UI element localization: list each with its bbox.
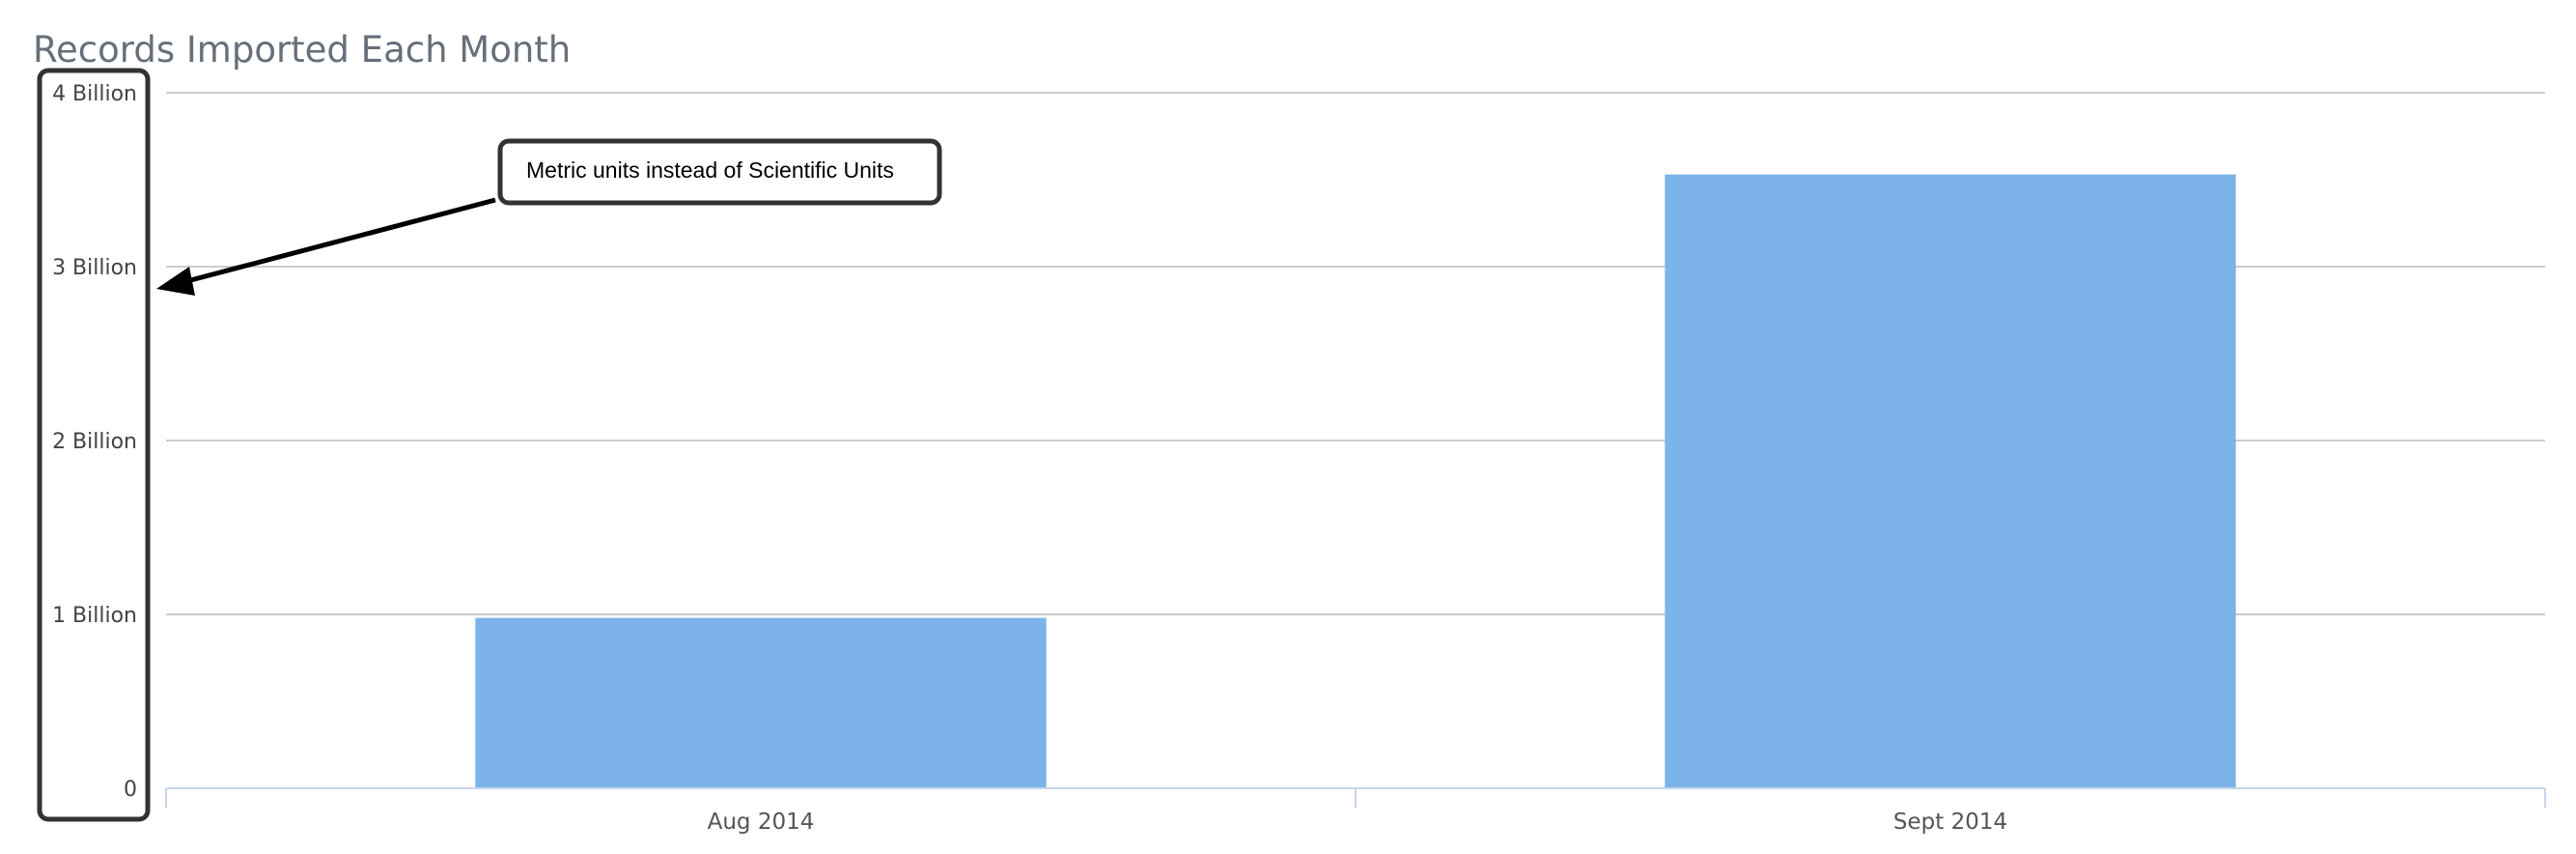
annotation-callout: Metric units instead of Scientific Units [156, 138, 942, 296]
bar [475, 617, 1047, 788]
y-tick-label: 0 [124, 778, 137, 802]
y-tick-label: 1 Billion [52, 604, 137, 628]
x-axis [165, 787, 2546, 808]
chart-title: Records Imported Each Month [33, 29, 571, 71]
y-tick-label: 4 Billion [52, 82, 137, 106]
x-tick-label: Aug 2014 [708, 810, 815, 835]
x-axis-tick-labels: Aug 2014 Sept 2014 [708, 810, 2007, 835]
x-tick-label: Sept 2014 [1893, 810, 2007, 835]
y-tick-label: 2 Billion [52, 430, 137, 454]
y-axis-highlight-box [37, 68, 151, 822]
annotation-arrow-line [182, 197, 496, 285]
arrow-head-icon [156, 267, 195, 296]
bars [475, 174, 2236, 789]
annotation-box [497, 138, 942, 206]
bar [1665, 174, 2236, 789]
y-axis-tick-labels: 0 1 Billion 2 Billion 3 Billion 4 Billion [52, 82, 137, 802]
annotation-text: Metric units instead of Scientific Units [526, 157, 894, 183]
y-tick-label: 3 Billion [52, 256, 137, 280]
